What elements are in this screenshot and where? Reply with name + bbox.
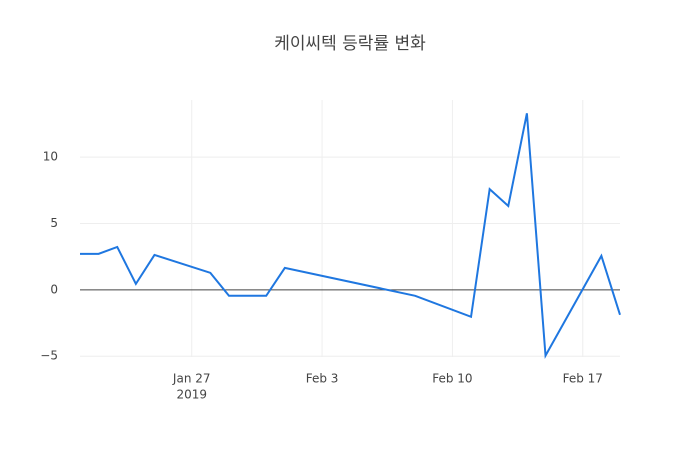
y-tick-label: 5 <box>50 216 58 230</box>
x-tick-label: Jan 27 <box>172 372 211 386</box>
chart-title: 케이씨텍 등락률 변화 <box>274 34 426 54</box>
x-year-label: 2019 <box>176 388 207 402</box>
y-tick-label: −5 <box>40 349 58 363</box>
x-tick-label: Feb 10 <box>432 372 472 386</box>
y-tick-label: 0 <box>50 282 58 296</box>
y-tick-label: 10 <box>43 150 58 164</box>
line <box>80 113 621 360</box>
x-tick-label: Feb 3 <box>306 372 339 386</box>
x-tick-label: Feb 17 <box>563 372 603 386</box>
